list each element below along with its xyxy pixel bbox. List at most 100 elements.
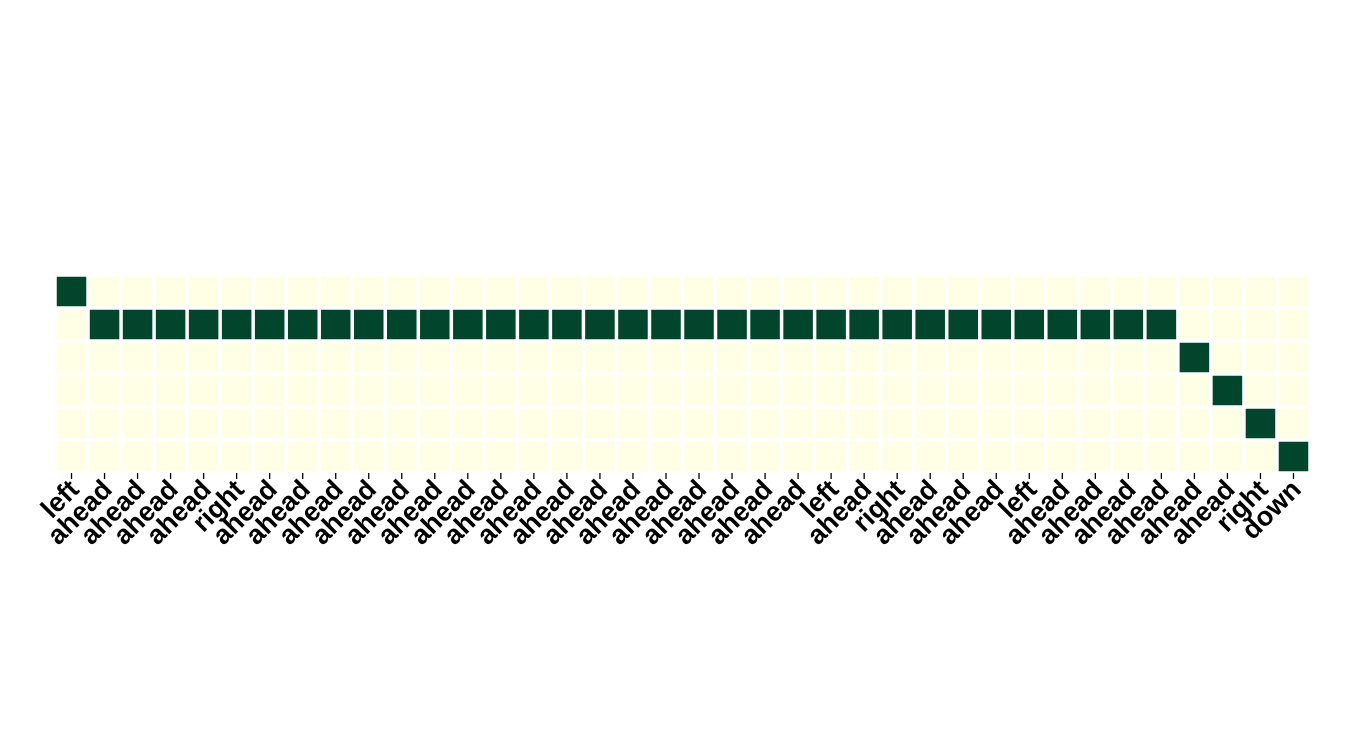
heatmap-cell <box>783 276 813 307</box>
heatmap-cell <box>849 375 879 406</box>
heatmap-cell <box>552 276 582 307</box>
heatmap-cell <box>1212 342 1243 373</box>
heatmap-cell <box>320 276 351 307</box>
heatmap-cell <box>56 309 87 340</box>
heatmap-cell <box>188 309 219 340</box>
heatmap-cell <box>1080 375 1111 406</box>
heatmap-cell <box>254 309 285 340</box>
heatmap-cell <box>618 408 648 439</box>
heatmap-cell <box>56 276 87 307</box>
heatmap-cell <box>1047 375 1078 406</box>
heatmap-cell <box>750 276 780 307</box>
heatmap-cell <box>56 375 87 406</box>
heatmap-cell <box>1179 375 1210 406</box>
heatmap-cell <box>750 408 780 439</box>
heatmap-cell <box>287 309 318 340</box>
heatmap-cell <box>948 441 978 472</box>
heatmap-cell <box>882 342 912 373</box>
heatmap-cell <box>1278 276 1309 307</box>
heatmap-cell <box>585 408 615 439</box>
heatmap-cell <box>89 342 120 373</box>
heatmap-cell <box>221 375 252 406</box>
heatmap-cell <box>585 309 615 340</box>
heatmap-cell <box>353 375 384 406</box>
heatmap-cell <box>1212 375 1243 406</box>
heatmap-cell <box>1146 309 1177 340</box>
heatmap-cell <box>155 441 186 472</box>
heatmap-cell <box>453 375 483 406</box>
heatmap-cell <box>519 309 549 340</box>
heatmap-cell <box>1179 309 1210 340</box>
heatmap-cell <box>1245 342 1276 373</box>
heatmap-cell <box>254 441 285 472</box>
heatmap-cell <box>1014 309 1045 340</box>
heatmap-cell <box>122 375 153 406</box>
heatmap-cell <box>486 375 516 406</box>
heatmap-cell <box>287 276 318 307</box>
heatmap-cell <box>717 276 747 307</box>
heatmap-cell <box>1047 309 1078 340</box>
heatmap-cell <box>1179 276 1210 307</box>
heatmap-cell <box>155 276 186 307</box>
heatmap-cell <box>1080 342 1111 373</box>
heatmap-cell <box>1113 276 1144 307</box>
heatmap-cell <box>618 342 648 373</box>
heatmap-cell <box>188 276 219 307</box>
heatmap-cell <box>353 408 384 439</box>
heatmap-cell <box>1113 342 1144 373</box>
heatmap-cell <box>750 309 780 340</box>
heatmap-cell <box>1146 408 1177 439</box>
heatmap-cell <box>519 375 549 406</box>
heatmap-cell <box>1212 276 1243 307</box>
heatmap-cell <box>882 408 912 439</box>
heatmap-cell <box>420 342 450 373</box>
heatmap-cell <box>122 408 153 439</box>
heatmap-cell <box>849 441 879 472</box>
heatmap-cell <box>1146 276 1177 307</box>
heatmap-cell <box>1014 342 1045 373</box>
heatmap-cell <box>783 408 813 439</box>
x-axis-tick-labels: leftaheadaheadaheadaheadrightaheadaheada… <box>35 474 1307 550</box>
heatmap-cell <box>882 375 912 406</box>
heatmap-cell <box>750 441 780 472</box>
heatmap-cell <box>684 276 714 307</box>
heatmap-cell <box>221 408 252 439</box>
heatmap-cell <box>1080 276 1111 307</box>
heatmap-cell <box>1245 309 1276 340</box>
heatmap-cell <box>1113 441 1144 472</box>
heatmap-cell <box>882 441 912 472</box>
heatmap-cell <box>56 441 87 472</box>
heatmap-cell <box>453 309 483 340</box>
heatmap-cell <box>486 309 516 340</box>
heatmap-cell <box>1245 441 1276 472</box>
heatmap-cell <box>717 342 747 373</box>
heatmap-cell <box>585 276 615 307</box>
heatmap-cell <box>1014 276 1045 307</box>
heatmap-cell <box>783 309 813 340</box>
heatmap-cell <box>320 441 351 472</box>
heatmap-cell <box>1080 309 1111 340</box>
heatmap-cell <box>1179 342 1210 373</box>
heatmap-cell <box>122 309 153 340</box>
heatmap-cell <box>1146 375 1177 406</box>
heatmap-cell <box>1047 441 1078 472</box>
heatmap-cell <box>254 408 285 439</box>
heatmap-cell <box>453 408 483 439</box>
heatmap-cell <box>816 441 846 472</box>
heatmap-cell <box>519 408 549 439</box>
heatmap-cell <box>1014 375 1045 406</box>
heatmap-cell <box>981 441 1012 472</box>
heatmap-cell <box>1047 408 1078 439</box>
heatmap-cells <box>56 276 1309 472</box>
heatmap-cell <box>651 309 681 340</box>
heatmap-cell <box>1080 441 1111 472</box>
heatmap-cell <box>519 441 549 472</box>
heatmap-cell <box>717 441 747 472</box>
heatmap-cell <box>849 309 879 340</box>
heatmap-cell <box>188 342 219 373</box>
heatmap-cell <box>849 342 879 373</box>
heatmap-cell <box>585 441 615 472</box>
heatmap-cell <box>1014 441 1045 472</box>
heatmap-cell <box>684 408 714 439</box>
heatmap-cell <box>287 441 318 472</box>
